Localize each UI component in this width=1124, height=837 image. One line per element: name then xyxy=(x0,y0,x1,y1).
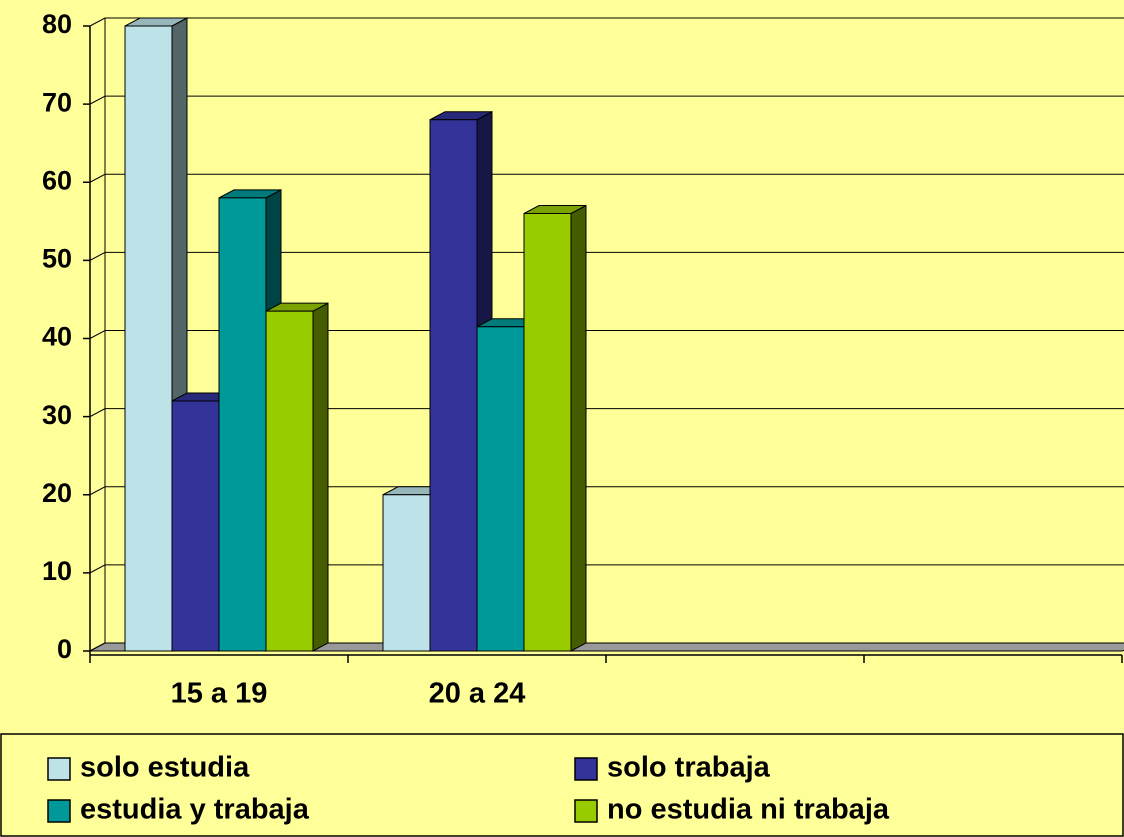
legend-label: solo estudia xyxy=(80,752,250,784)
grid-line xyxy=(89,17,1124,27)
grid-line xyxy=(89,408,1124,418)
bar xyxy=(171,400,220,652)
bar xyxy=(265,310,314,652)
grid-line xyxy=(89,486,1124,496)
y-tick-label: 70 xyxy=(42,87,72,117)
bar xyxy=(124,25,173,652)
y-tick-label: 20 xyxy=(42,478,72,508)
bar-side xyxy=(570,204,587,652)
bar-side xyxy=(312,302,329,652)
grid-line xyxy=(89,95,1124,105)
legend-label: estudia y trabaja xyxy=(80,794,310,826)
y-tick-label: 0 xyxy=(57,634,72,664)
legend-swatch xyxy=(47,799,71,823)
bar xyxy=(218,197,267,652)
legend-swatch xyxy=(574,799,598,823)
grid-line xyxy=(89,251,1124,261)
x-tick-label: 20 a 24 xyxy=(429,678,526,710)
x-tick-label: 15 a 19 xyxy=(171,678,268,710)
y-tick-label: 40 xyxy=(42,322,72,352)
grid-line xyxy=(89,564,1124,574)
floor xyxy=(89,642,1124,652)
y-tick-label: 60 xyxy=(42,165,72,195)
y-tick-label: 30 xyxy=(42,400,72,430)
legend-label: no estudia ni trabaja xyxy=(607,794,890,826)
y-tick-label: 80 xyxy=(42,9,72,39)
legend-box xyxy=(0,733,1124,837)
legend-swatch xyxy=(574,757,598,781)
bar xyxy=(523,213,572,652)
bar xyxy=(429,119,478,652)
y-tick-label: 50 xyxy=(42,244,72,274)
bar xyxy=(382,494,431,652)
bar xyxy=(476,326,525,652)
grid-line xyxy=(89,173,1124,183)
legend-swatch xyxy=(47,757,71,781)
y-tick-label: 10 xyxy=(42,556,72,586)
grid-line xyxy=(89,330,1124,339)
legend-label: solo trabaja xyxy=(607,752,771,784)
